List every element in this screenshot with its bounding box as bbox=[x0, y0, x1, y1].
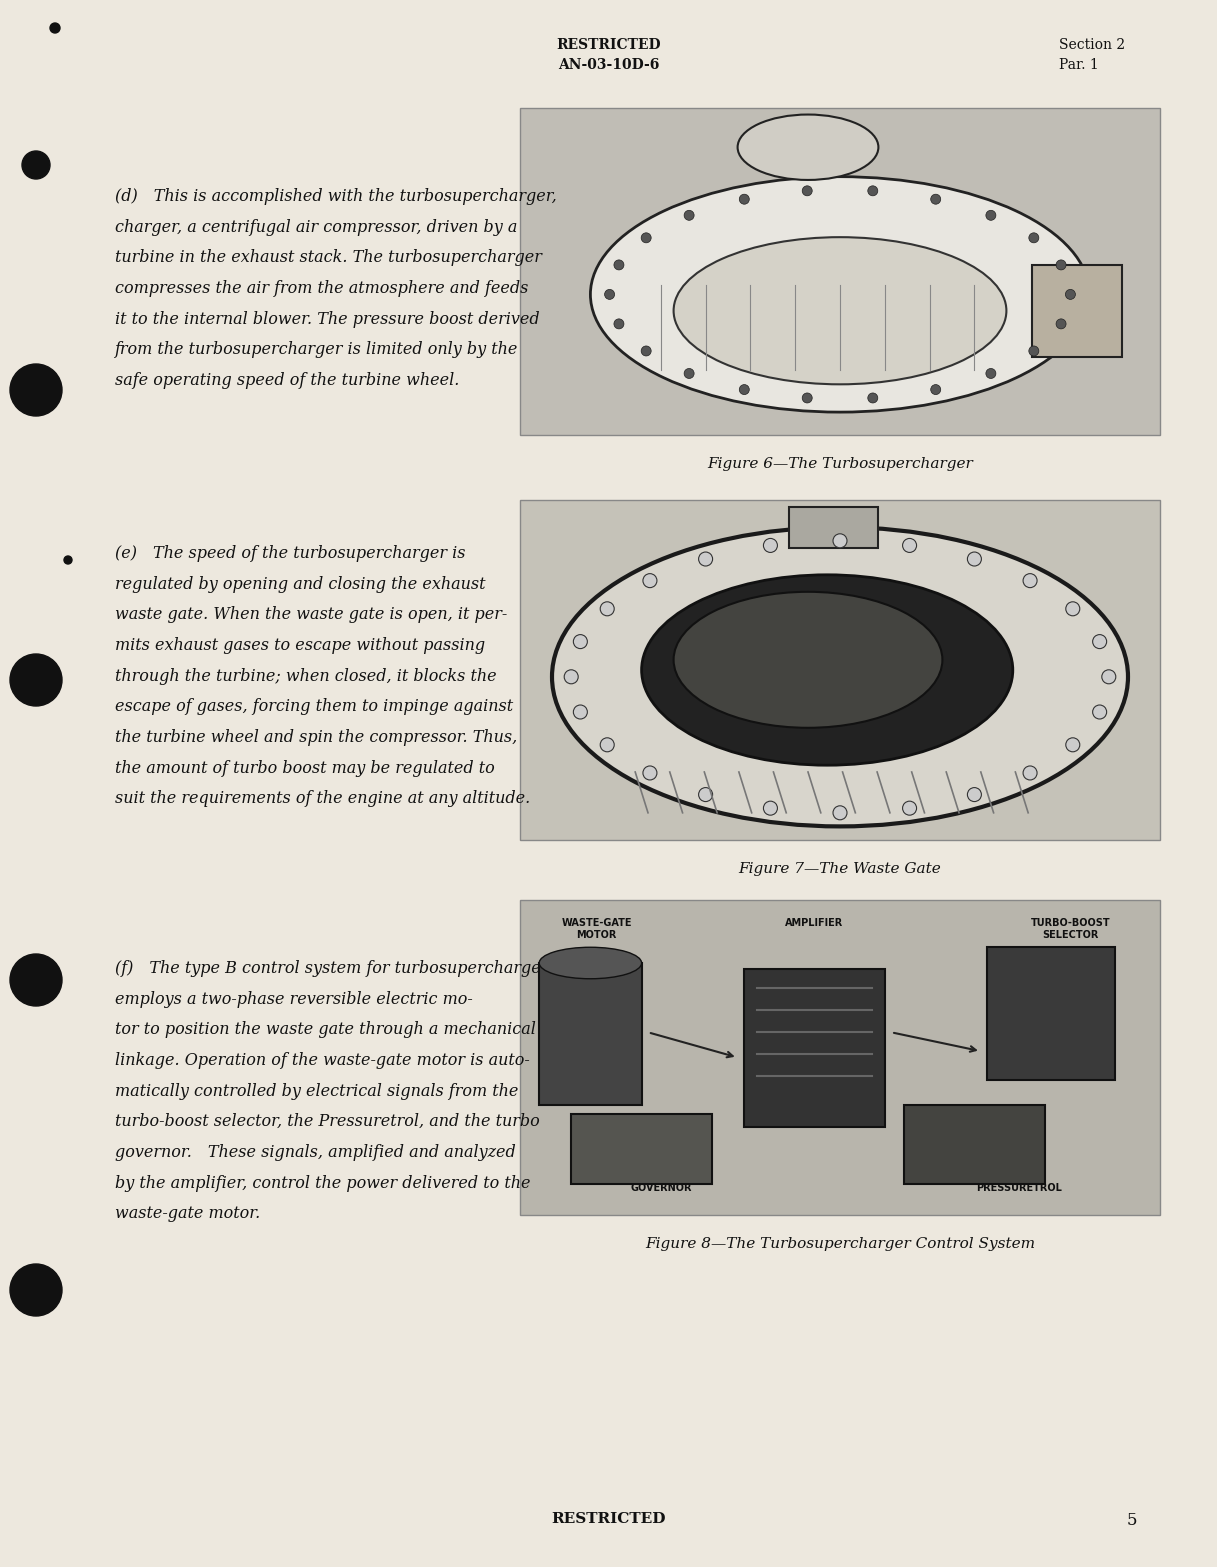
Circle shape bbox=[868, 393, 877, 403]
Circle shape bbox=[699, 552, 713, 566]
Circle shape bbox=[684, 368, 694, 379]
Circle shape bbox=[565, 669, 578, 683]
Ellipse shape bbox=[673, 592, 942, 727]
Bar bbox=[1032, 265, 1122, 357]
Ellipse shape bbox=[673, 237, 1006, 384]
Circle shape bbox=[931, 194, 941, 204]
Circle shape bbox=[832, 805, 847, 820]
Circle shape bbox=[573, 705, 588, 719]
Text: RESTRICTED: RESTRICTED bbox=[551, 1512, 666, 1526]
Text: TURBO
GOVERNOR: TURBO GOVERNOR bbox=[630, 1172, 691, 1192]
Circle shape bbox=[1101, 669, 1116, 683]
Circle shape bbox=[1093, 705, 1106, 719]
Text: WASTE-GATE
MOTOR: WASTE-GATE MOTOR bbox=[561, 918, 632, 940]
Circle shape bbox=[1066, 602, 1079, 616]
Circle shape bbox=[1028, 346, 1039, 356]
Circle shape bbox=[739, 384, 750, 395]
Circle shape bbox=[739, 194, 750, 204]
Circle shape bbox=[986, 210, 996, 221]
Circle shape bbox=[903, 801, 916, 815]
Circle shape bbox=[643, 766, 657, 780]
Circle shape bbox=[802, 186, 812, 196]
Circle shape bbox=[65, 556, 72, 564]
Circle shape bbox=[802, 393, 812, 403]
Circle shape bbox=[1093, 635, 1106, 649]
Circle shape bbox=[1065, 290, 1076, 299]
Text: Figure 7—The Waste Gate: Figure 7—The Waste Gate bbox=[739, 862, 942, 876]
Circle shape bbox=[600, 602, 615, 616]
Text: PRESSURETROL: PRESSURETROL bbox=[976, 1183, 1062, 1192]
Circle shape bbox=[50, 24, 60, 33]
Circle shape bbox=[699, 788, 713, 802]
Bar bbox=[539, 964, 641, 1105]
Circle shape bbox=[832, 534, 847, 548]
Circle shape bbox=[986, 368, 996, 379]
Text: (e) The speed of the turbosupercharger is
regulated by opening and closing the e: (e) The speed of the turbosupercharger i… bbox=[114, 545, 531, 807]
Text: TURBO-BOOST
SELECTOR: TURBO-BOOST SELECTOR bbox=[1031, 918, 1110, 940]
Circle shape bbox=[643, 574, 657, 588]
Circle shape bbox=[903, 539, 916, 553]
Ellipse shape bbox=[738, 114, 879, 180]
Circle shape bbox=[1028, 233, 1039, 243]
Ellipse shape bbox=[641, 575, 1013, 765]
Text: Figure 6—The Turbosupercharger: Figure 6—The Turbosupercharger bbox=[707, 458, 972, 472]
Circle shape bbox=[684, 210, 694, 221]
Circle shape bbox=[10, 1265, 62, 1316]
Ellipse shape bbox=[553, 527, 1128, 826]
Text: Par. 1: Par. 1 bbox=[1059, 58, 1099, 72]
Text: AN-03-10D-6: AN-03-10D-6 bbox=[557, 58, 660, 72]
Text: 5: 5 bbox=[1127, 1512, 1137, 1529]
Bar bbox=[744, 970, 885, 1127]
Circle shape bbox=[868, 186, 877, 196]
Circle shape bbox=[1023, 766, 1037, 780]
Ellipse shape bbox=[539, 946, 641, 979]
Circle shape bbox=[22, 150, 50, 179]
Circle shape bbox=[10, 364, 62, 415]
Circle shape bbox=[968, 788, 981, 802]
Circle shape bbox=[605, 290, 615, 299]
Circle shape bbox=[600, 738, 615, 752]
Bar bbox=[789, 506, 879, 547]
Circle shape bbox=[968, 552, 981, 566]
Bar bbox=[987, 946, 1115, 1080]
Bar bbox=[520, 500, 1160, 840]
Circle shape bbox=[10, 653, 62, 707]
Circle shape bbox=[1056, 260, 1066, 270]
Circle shape bbox=[763, 539, 778, 553]
Text: RESTRICTED: RESTRICTED bbox=[556, 38, 661, 52]
Circle shape bbox=[763, 801, 778, 815]
Bar bbox=[520, 899, 1160, 1214]
Text: AMPLIFIER: AMPLIFIER bbox=[785, 918, 843, 928]
Ellipse shape bbox=[590, 177, 1089, 412]
Circle shape bbox=[641, 233, 651, 243]
Circle shape bbox=[1066, 738, 1079, 752]
Circle shape bbox=[641, 346, 651, 356]
Text: Figure 8—The Turbosupercharger Control System: Figure 8—The Turbosupercharger Control S… bbox=[645, 1236, 1036, 1250]
Circle shape bbox=[1056, 318, 1066, 329]
Circle shape bbox=[613, 260, 624, 270]
Circle shape bbox=[1023, 574, 1037, 588]
Bar bbox=[520, 108, 1160, 436]
Text: (d) This is accomplished with the turbosupercharger,
charger, a centrifugal air : (d) This is accomplished with the turbos… bbox=[114, 188, 556, 389]
Circle shape bbox=[613, 318, 624, 329]
Bar bbox=[571, 1114, 712, 1183]
Circle shape bbox=[573, 635, 588, 649]
Circle shape bbox=[931, 384, 941, 395]
Text: Section 2: Section 2 bbox=[1059, 38, 1125, 52]
Circle shape bbox=[10, 954, 62, 1006]
Text: (f) The type B control system for turbosuperchargers
employs a two-phase reversi: (f) The type B control system for turbos… bbox=[114, 961, 556, 1222]
Bar bbox=[904, 1105, 1045, 1183]
